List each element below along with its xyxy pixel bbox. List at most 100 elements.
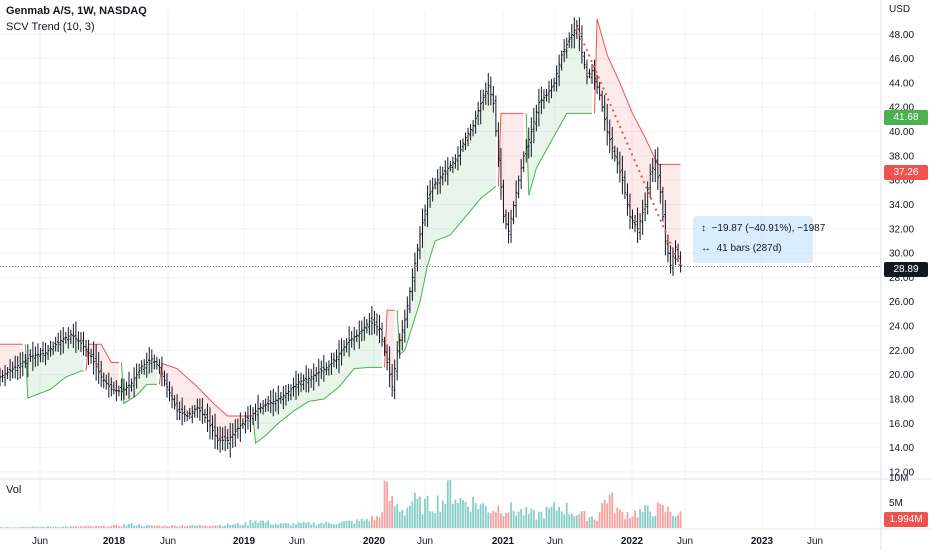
volume-bar <box>259 520 262 528</box>
uptrend-fill <box>121 358 157 404</box>
volume-bar <box>244 522 247 528</box>
volume-bar <box>558 506 561 528</box>
volume-bar <box>150 525 153 528</box>
volume-bar <box>618 509 621 528</box>
volume-bar <box>659 503 662 528</box>
volume-bar <box>502 515 505 528</box>
volume-bar <box>651 516 654 528</box>
downtrend-band-line <box>384 309 395 368</box>
volume-bar <box>578 514 581 528</box>
volume-bar <box>497 505 500 528</box>
volume-bar <box>173 525 176 528</box>
volume-bar <box>31 526 34 528</box>
volume-bar <box>325 521 328 528</box>
volume-bar <box>383 480 386 528</box>
volume-bar <box>39 526 42 528</box>
volume-bar <box>419 496 421 528</box>
volume-bar <box>446 480 449 528</box>
volume-bar <box>241 525 244 528</box>
volume-bar <box>560 511 563 528</box>
volume-bar <box>254 520 257 528</box>
volume-bar <box>510 502 512 528</box>
volume-bar <box>601 503 604 528</box>
volume-bar <box>355 519 358 528</box>
uptrend-band-line <box>396 185 497 356</box>
volume-bar <box>193 525 196 528</box>
y-tick-label: 36.00 <box>889 176 914 187</box>
volume-bar <box>115 524 118 528</box>
volume-bar <box>462 500 464 528</box>
volume-bar <box>105 526 108 528</box>
volume-bar <box>54 526 57 528</box>
volume-bar <box>436 495 439 528</box>
downtrend-fill <box>0 344 23 378</box>
volume-bar <box>484 506 487 528</box>
volume-bar <box>570 513 573 528</box>
volume-bar <box>158 525 161 528</box>
volume-bar <box>128 524 130 528</box>
volume-bar <box>636 517 639 528</box>
volume-bar <box>171 525 173 528</box>
volume-bar <box>606 503 609 528</box>
volume-bar <box>204 525 206 528</box>
x-tick-label: 2019 <box>233 536 256 547</box>
volume-bar <box>515 515 518 528</box>
uptrend-fill <box>526 25 593 196</box>
volume-bar <box>72 526 75 528</box>
volume-bar <box>391 496 394 528</box>
volume-bar <box>568 514 571 528</box>
volume-bar <box>368 521 371 528</box>
volume-bar <box>611 492 614 528</box>
measure-tooltip[interactable]: ↕ −19.87 (−40.91%), −1987 ↔ 41 bars (287… <box>693 216 825 263</box>
volume-bar <box>47 526 49 528</box>
time-axis[interactable]: Jun 2018 Jun 2019 Jun 2020 Jun 2021 Jun 2022 Jun 20… <box>32 536 823 547</box>
volume-bar <box>59 527 62 528</box>
volume-bar <box>135 525 138 528</box>
volume-bar <box>396 503 399 528</box>
volume-value-tag: 1.994M <box>884 512 928 527</box>
volume-bar <box>406 507 409 528</box>
volume-bar <box>517 511 520 528</box>
x-tick-label: Jun <box>289 536 305 547</box>
volume-bar <box>654 515 657 528</box>
volume-bar <box>19 526 22 528</box>
volume-bar <box>426 495 429 528</box>
indicator-legend[interactable]: SCV Trend (10, 3) <box>6 21 95 33</box>
volume-bar <box>196 525 199 528</box>
volume-bar <box>677 515 679 528</box>
volume-bar <box>373 520 376 528</box>
volume-bar <box>75 526 77 528</box>
volume-bar <box>145 524 148 528</box>
volume-bar <box>583 511 586 528</box>
volume-bar <box>550 506 553 528</box>
volume-bar <box>315 525 318 528</box>
volume-legend[interactable]: Vol <box>6 484 22 496</box>
measure-change-text: −19.87 (−40.91%), −1987 <box>711 223 826 234</box>
volume-bar <box>188 525 191 528</box>
volume-bar <box>545 506 548 528</box>
y-tick-label: 28.00 <box>889 273 914 284</box>
volume-bar <box>155 525 158 528</box>
price-axis[interactable]: 12.00 14.00 16.00 18.00 20.00 22.00 24.00 26.00… <box>889 30 914 509</box>
volume-bar <box>37 526 39 528</box>
volume-bar <box>591 516 593 528</box>
measure-trend-line <box>0 26 880 267</box>
volume-bar <box>525 506 528 528</box>
volume-bar <box>543 518 545 528</box>
volume-bar <box>656 502 659 528</box>
volume-bar <box>42 526 44 528</box>
volume-bar <box>252 522 254 528</box>
volume-bar <box>641 511 644 528</box>
volume-bar <box>631 516 634 528</box>
volume-bar <box>272 524 275 528</box>
symbol-title[interactable]: Genmab A/S, 1W, NASDAQ <box>6 5 147 17</box>
uptrend-band-line <box>252 366 383 445</box>
volume-bar <box>679 511 682 528</box>
volume-bar <box>644 504 647 528</box>
volume-bar <box>120 526 123 528</box>
volume-bar <box>530 508 533 528</box>
x-tick-label: 2018 <box>103 536 126 547</box>
volume-bar <box>176 526 178 528</box>
